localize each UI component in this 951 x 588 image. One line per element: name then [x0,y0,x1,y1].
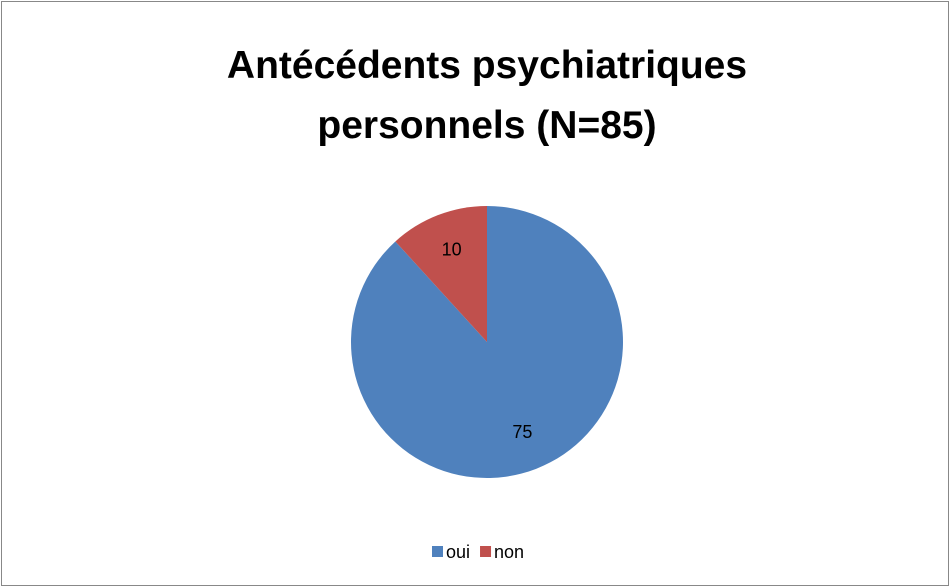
legend-label: non [494,542,524,562]
legend-swatch [480,546,492,557]
chart-title: Antécédents psychiatriques personnels (N… [226,44,748,147]
data-label: 75 [512,422,532,442]
legend-swatch [432,546,443,557]
pie-slice [395,206,487,342]
data-label: 10 [442,239,462,259]
legend-label: oui [446,542,470,562]
